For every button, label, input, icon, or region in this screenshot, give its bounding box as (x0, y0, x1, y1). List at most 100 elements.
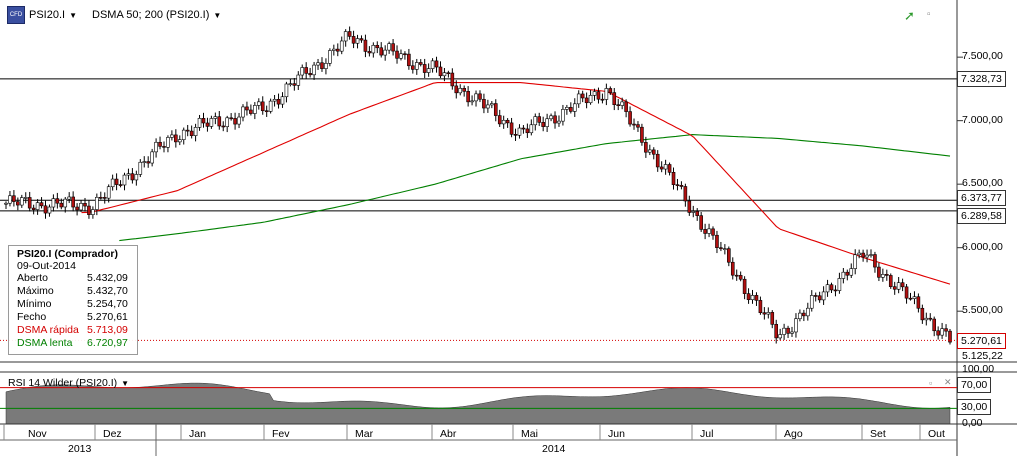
candle-body (23, 197, 28, 199)
info-row-value: 5.270,61 (87, 311, 128, 323)
candle-body (63, 198, 68, 208)
candle-body (833, 289, 838, 292)
info-row-value: 5.432,70 (87, 285, 128, 297)
candle-body (588, 95, 593, 104)
candle-body (27, 197, 32, 209)
symbol-selector[interactable]: PSI20.I ▼ (29, 9, 77, 21)
candle-body (505, 119, 510, 124)
candle-body (881, 274, 885, 278)
month-label: Abr (440, 428, 457, 440)
candle-body (873, 254, 877, 268)
info-rows: Aberto 5.432,09 Máximo 5.432,70 Mínimo 5.254,… (17, 272, 133, 350)
candle-body (221, 125, 226, 128)
candle-body (142, 161, 147, 163)
trend-arrow-icon[interactable]: ➚ (904, 8, 915, 23)
rsi-level-lines (0, 387, 957, 409)
candle-body (932, 318, 937, 332)
candle-body (766, 312, 771, 315)
info-row-label: Fecho (17, 311, 47, 323)
candle-body (782, 327, 786, 335)
panel-close-icon[interactable]: ✕ (944, 377, 952, 387)
month-label: Set (870, 428, 886, 440)
candle-body (707, 228, 711, 234)
candle-body (197, 118, 202, 128)
candle-body (900, 282, 905, 288)
candle-body (478, 93, 482, 100)
price-tick-label: 7.500,00 (962, 50, 1003, 63)
rsi-tick-0: 0,00 (962, 417, 983, 429)
candle-body (284, 83, 289, 98)
candle-body (371, 44, 376, 54)
candle-body (134, 174, 139, 181)
candle-body (213, 116, 218, 119)
info-row-label: Máximo (17, 285, 54, 297)
candle-body (170, 134, 174, 138)
candle-body (260, 101, 265, 112)
candle-body (616, 104, 621, 107)
info-row-label: Aberto (17, 272, 48, 284)
candle-body (87, 205, 91, 215)
month-label: Fev (272, 428, 290, 440)
candle-body (920, 307, 925, 321)
candle-body (181, 129, 186, 140)
candle-body (778, 334, 782, 339)
candle-body (486, 104, 490, 109)
candle-body (912, 296, 917, 299)
indicator-selector[interactable]: DSMA 50; 200 (PSI20.I) ▼ (92, 9, 221, 21)
candle-body (422, 64, 427, 73)
candle-body (501, 119, 506, 125)
rsi-level-70-label: 70,00 (957, 377, 992, 393)
info-row: Máximo 5.432,70 (17, 285, 133, 298)
candle-body (324, 63, 328, 69)
candle-body (75, 206, 79, 211)
price-tick-label: 5.500,00 (962, 304, 1003, 317)
candle-body (841, 271, 846, 279)
candle-body (158, 141, 162, 147)
info-row-value: 5.432,09 (87, 272, 128, 284)
candle-body (580, 93, 585, 99)
indicator-label: DSMA 50; 200 (PSI20.I) (92, 9, 210, 21)
candle-body (138, 161, 143, 175)
candle-body (628, 111, 632, 125)
candle-body (98, 196, 103, 199)
candle-body (517, 127, 522, 136)
maximize-icon[interactable]: ▫ (927, 9, 931, 20)
candle-body (553, 115, 557, 124)
candle-body (738, 275, 743, 280)
candle-body (774, 324, 779, 339)
candle-body (928, 317, 933, 320)
candle-body (679, 185, 684, 187)
current-price-label: 5.270,61 (957, 333, 1006, 350)
candle-body (91, 209, 95, 215)
candle-body (723, 248, 727, 250)
candle-body (320, 62, 324, 69)
panel-maximize-icon[interactable]: ▫ (929, 378, 933, 388)
info-row: Fecho 5.270,61 (17, 311, 133, 324)
candle-body (454, 85, 459, 94)
candle-body (264, 110, 269, 113)
hline-price-label: 7.328,73 (957, 70, 1006, 87)
candle-body (308, 73, 312, 76)
candle-body (414, 62, 419, 70)
candle-body (719, 247, 723, 250)
candle-body (730, 261, 735, 276)
candle-body (604, 88, 609, 100)
candle-body (466, 91, 470, 103)
candle-body (162, 146, 166, 148)
candle-body (533, 116, 538, 126)
rsi-selector[interactable]: RSI 14 Wilder (PSI20.I) ▼ (8, 377, 129, 389)
price-tick-label: 6.500,00 (962, 177, 1003, 190)
chevron-down-icon: ▼ (121, 379, 130, 388)
candle-body (438, 66, 443, 77)
candle-body (640, 126, 644, 143)
candle-body (249, 109, 253, 114)
candle-body (391, 43, 395, 52)
month-label: Out (928, 428, 945, 440)
info-row: DSMA lenta 6.720,97 (17, 337, 133, 350)
candle-body (241, 106, 245, 118)
candle-body (715, 234, 719, 248)
candle-body (245, 106, 249, 111)
candle-body (102, 197, 107, 199)
candle-body (288, 83, 293, 85)
